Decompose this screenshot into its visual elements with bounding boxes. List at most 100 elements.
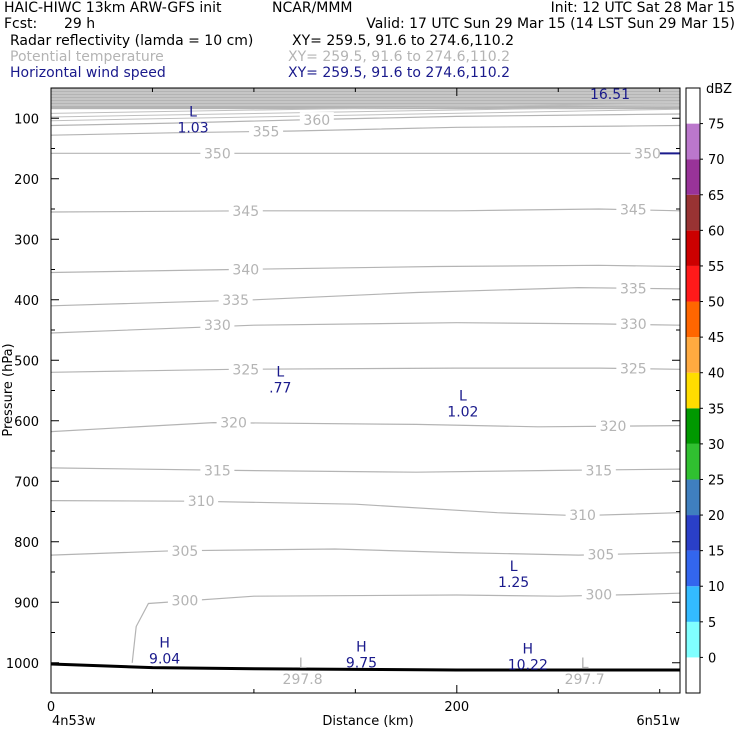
theta-extremum-value: 297.7 bbox=[565, 672, 605, 688]
theta-label-305: 305 bbox=[172, 544, 199, 560]
fcst-label: Fcst: bbox=[4, 16, 38, 32]
y-tick-label: 700 bbox=[14, 475, 39, 490]
theta-label-bg bbox=[216, 414, 251, 431]
theta-extremum-letter: L bbox=[581, 656, 589, 672]
colorbar-label: 35 bbox=[708, 402, 725, 417]
org-label: NCAR/MMM bbox=[272, 0, 353, 16]
theta-contour-300 bbox=[131, 592, 681, 663]
theta-label-325: 325 bbox=[232, 362, 259, 378]
colorbar-label: 5 bbox=[708, 616, 716, 631]
wind-extremum-value: 1.25 bbox=[498, 575, 529, 591]
field-xy-reflectivity: XY= 259.5, 91.6 to 274.6,110.2 bbox=[292, 33, 515, 49]
theta-contour-320 bbox=[50, 421, 681, 433]
theta-label-bg bbox=[616, 280, 651, 297]
theta-label-300: 300 bbox=[585, 587, 612, 603]
theta-label-350: 350 bbox=[634, 146, 661, 162]
colorbar-swatch bbox=[686, 372, 700, 409]
wind-extremum-letter: L bbox=[189, 104, 197, 120]
wind-extremum-value: 9.75 bbox=[346, 656, 377, 672]
theta-label-bg bbox=[565, 507, 600, 524]
theta-label-bg bbox=[167, 592, 202, 609]
colorbar-swatch bbox=[686, 159, 700, 195]
colorbar-label: 20 bbox=[708, 509, 725, 524]
colorbar-label: 50 bbox=[708, 296, 725, 311]
x-end-label-left: 4n53w bbox=[52, 714, 96, 729]
theta-label-310: 310 bbox=[569, 508, 596, 524]
theta-label-335: 335 bbox=[620, 281, 647, 297]
theta-label-345: 345 bbox=[620, 203, 647, 219]
colorbar-label: 65 bbox=[708, 189, 725, 204]
y-tick-label: 500 bbox=[14, 354, 39, 369]
x-tick-label: 0 bbox=[47, 700, 55, 715]
theta-label-bg bbox=[249, 123, 284, 140]
theta-label-bg bbox=[581, 462, 616, 479]
theta-contour-line bbox=[50, 105, 681, 118]
field-name-reflectivity: Radar reflectivity (lamda = 10 cm) bbox=[10, 33, 254, 49]
theta-label-bg bbox=[184, 493, 219, 510]
y-tick-label: 100 bbox=[14, 112, 39, 127]
theta-label-bg bbox=[630, 145, 665, 162]
colorbar-label: 15 bbox=[708, 545, 725, 560]
theta-contour-345 bbox=[50, 208, 681, 213]
theta-label-345: 345 bbox=[232, 204, 259, 220]
x-end-label-right: 6n51w bbox=[636, 714, 680, 729]
terrain-line bbox=[50, 662, 680, 672]
theta-contour-325 bbox=[50, 367, 681, 373]
colorbar-swatch bbox=[686, 265, 700, 302]
colorbar-swatch bbox=[686, 301, 700, 338]
theta-label-bg bbox=[616, 201, 651, 218]
theta-label-bg bbox=[228, 261, 263, 278]
theta-contour-330 bbox=[50, 322, 681, 334]
colorbar-swatch bbox=[686, 479, 700, 516]
theta-label-bg bbox=[167, 542, 202, 559]
colorbar-label: 0 bbox=[708, 651, 716, 666]
theta-label-350: 350 bbox=[204, 146, 231, 162]
colorbar-swatch bbox=[686, 194, 700, 231]
theta-label-315: 315 bbox=[204, 463, 231, 479]
theta-label-320: 320 bbox=[220, 416, 247, 432]
theta-extremum-value: 297.8 bbox=[283, 672, 323, 688]
colorbar-swatch bbox=[686, 408, 700, 444]
y-axis-label: Pressure (hPa) bbox=[1, 343, 16, 436]
colorbar-label: 55 bbox=[708, 260, 725, 275]
colorbar-label: 30 bbox=[708, 438, 725, 453]
model-title: HAIC-HIWC 13km ARW-GFS init bbox=[4, 0, 222, 16]
x-axis-label: Distance (km) bbox=[322, 714, 413, 729]
colorbar-swatch bbox=[686, 586, 700, 622]
wind-extremum-value: 1.03 bbox=[177, 120, 208, 136]
colorbar-label: 25 bbox=[708, 473, 725, 488]
colorbar-label: 40 bbox=[708, 367, 725, 382]
theta-label-bg bbox=[200, 145, 235, 162]
theta-label-330: 330 bbox=[620, 317, 647, 333]
wind-extremum-letter: H bbox=[523, 641, 534, 657]
colorbar-swatch bbox=[686, 443, 700, 480]
theta-label-bg bbox=[228, 202, 263, 219]
theta-label-bg bbox=[200, 462, 235, 479]
theta-label-355: 355 bbox=[253, 125, 280, 141]
y-tick-label: 400 bbox=[14, 294, 39, 309]
colorbar-label: 45 bbox=[708, 331, 725, 346]
colorbar-swatch bbox=[686, 123, 700, 160]
theta-label-305: 305 bbox=[588, 547, 615, 563]
theta-label-bg bbox=[218, 291, 253, 308]
wind-extremum-value: 9.04 bbox=[149, 651, 180, 667]
colorbar-swatch bbox=[686, 515, 700, 551]
theta-contour-340 bbox=[50, 264, 681, 274]
valid-time: Valid: 17 UTC Sun 29 Mar 15 (14 LST Sun … bbox=[366, 16, 735, 32]
theta-label-325: 325 bbox=[620, 362, 647, 378]
theta-label-bg bbox=[228, 361, 263, 378]
wind-extremum-letter: L bbox=[510, 559, 518, 575]
colorbar-label: 60 bbox=[708, 224, 725, 239]
theta-label-300: 300 bbox=[172, 593, 199, 609]
theta-extremum-letter: L bbox=[299, 656, 307, 672]
theta-label-360: 360 bbox=[303, 113, 330, 129]
wind-extremum-letter: L bbox=[276, 364, 284, 380]
wind-extremum-value: .77 bbox=[269, 380, 291, 396]
theta-label-bg bbox=[581, 586, 616, 603]
y-tick-label: 800 bbox=[14, 536, 39, 551]
theta-label-340: 340 bbox=[232, 263, 259, 279]
theta-label-320: 320 bbox=[600, 419, 627, 435]
colorbar-swatch bbox=[686, 621, 700, 658]
colorbar-label: 10 bbox=[708, 580, 725, 595]
